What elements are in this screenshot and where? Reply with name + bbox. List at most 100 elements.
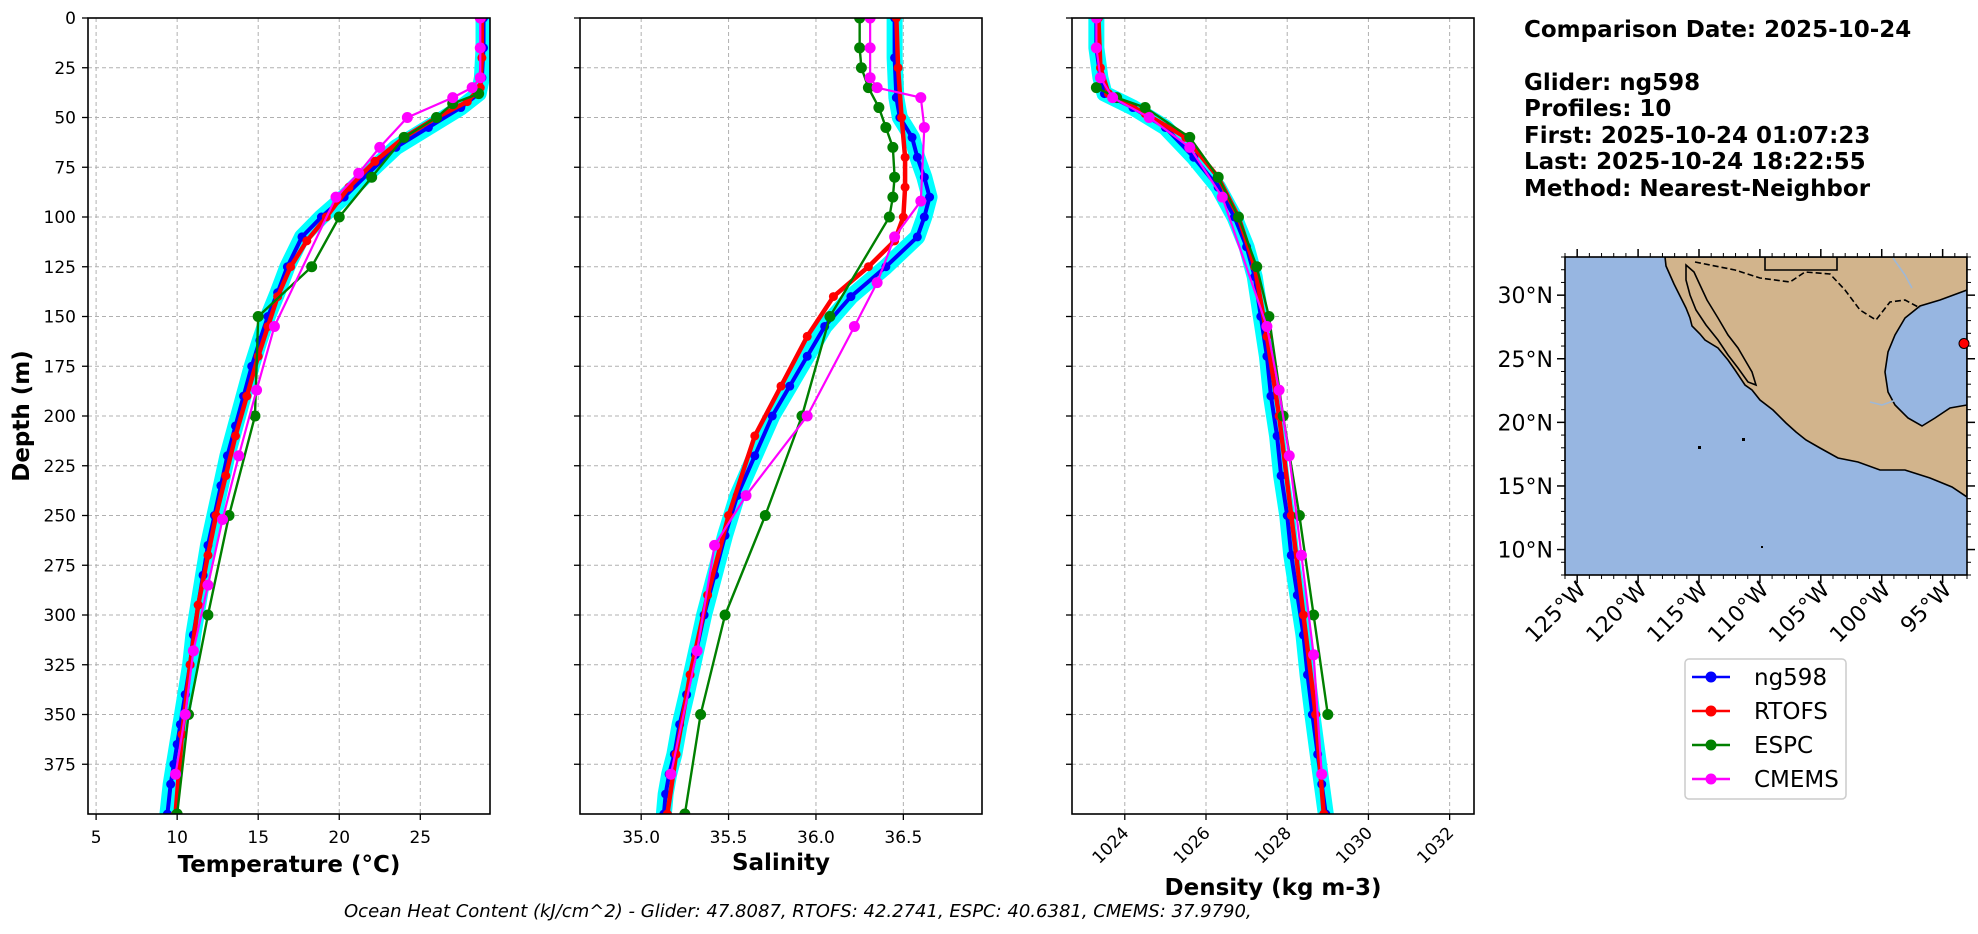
ocean-heat-content-caption: Ocean Heat Content (kJ/cm^2) - Glider: 4… [344, 901, 1252, 922]
cmems-point [474, 72, 486, 84]
y-tick-label: 175 [44, 357, 76, 377]
cmems-point [179, 709, 191, 720]
density-axis-label: Density (kg m-3) [1165, 875, 1382, 901]
espc-point [695, 709, 707, 720]
cmems-point [474, 18, 486, 24]
espc-point [202, 609, 214, 621]
last-time: Last: 2025-10-24 18:22:55 [1524, 149, 1866, 175]
legend-item-espc: ESPC [1692, 733, 1813, 759]
density-panel: 1024 1026 1028 1030 1032 [1066, 17, 1475, 868]
map-state-line [1764, 257, 1838, 271]
cmems-point [251, 384, 263, 396]
cmems-point [1316, 768, 1328, 780]
rtofs-point [1286, 511, 1296, 520]
y-tick-label: 350 [44, 706, 76, 726]
espc-point [171, 808, 183, 814]
cmems-point [202, 579, 214, 591]
plot-frame [1071, 17, 1475, 815]
cmems-point [1184, 141, 1196, 153]
rtofs-point [776, 381, 786, 391]
ng598-point [750, 451, 760, 461]
rtofs-point [370, 156, 380, 166]
map-lon-label: 120°W [1582, 577, 1653, 648]
legend-label: CMEMS [1754, 767, 1839, 793]
profile-count: Profiles: 10 [1524, 96, 1671, 122]
ng598-point [166, 779, 176, 789]
y-tick-label: 200 [44, 407, 76, 427]
rtofs-point [893, 63, 903, 73]
espc-point [854, 18, 866, 24]
espc-point [759, 510, 771, 521]
espc-point [873, 102, 885, 114]
cmems-point [864, 72, 876, 84]
ng598-point [785, 381, 795, 391]
y-tick-label: 225 [44, 457, 76, 477]
y-tick-label: 25 [54, 59, 76, 79]
map-lon-label: 115°W [1643, 577, 1714, 648]
x-tick-label: 36.5 [884, 828, 922, 848]
cmems-point [871, 82, 883, 94]
legend-frame [1684, 658, 1847, 800]
cmems-point [330, 191, 342, 203]
espc-point [1139, 102, 1151, 114]
x-tick-label: 35.0 [622, 828, 660, 848]
cmems-series [665, 18, 930, 780]
x-tick-label: 5 [91, 828, 102, 848]
y-tick-label: 250 [44, 507, 76, 527]
cmems-point [353, 167, 365, 179]
cmems-point [374, 141, 386, 153]
ng598-point [1276, 471, 1286, 481]
cmems-point [1308, 649, 1320, 661]
x-tick-label: 15 [247, 828, 269, 848]
rtofs-point [203, 550, 213, 560]
plot-frame [87, 17, 491, 815]
ng598-point [1266, 391, 1276, 401]
ng598-point [925, 192, 935, 202]
map-dot-1 [1698, 446, 1701, 449]
rtofs-point [302, 236, 312, 246]
legend-marker-icon [1705, 773, 1717, 785]
ng598-point [846, 292, 856, 302]
rtofs-point [900, 182, 910, 192]
espc-point [854, 42, 866, 54]
espc-point [1251, 261, 1263, 273]
cmems-point [709, 539, 721, 551]
temperature-panel: 5 10 15 20 250255075100125150175200225250275… [44, 9, 491, 848]
y-tick-label: 150 [44, 308, 76, 328]
x-tick-label: 25 [409, 828, 431, 848]
series-group [159, 18, 490, 814]
espc-point [366, 171, 378, 183]
cmems-point [889, 231, 901, 243]
series-group [1088, 18, 1334, 814]
map-lat-label: 10°N [1498, 539, 1553, 564]
cmems-point [1216, 191, 1228, 203]
rtofs-point [286, 262, 296, 272]
espc-point [883, 211, 895, 223]
cmems-point [401, 112, 413, 123]
rtofs-point [898, 212, 908, 222]
y-tick-label: 275 [44, 556, 76, 576]
cmems-point [871, 277, 883, 289]
grid [88, 17, 490, 814]
ng598-point [1286, 550, 1296, 560]
legend-item-cmems: CMEMS [1692, 767, 1839, 793]
legend: ng598 RTOFS ESPC CMEMS [1684, 658, 1847, 800]
cmems-point [801, 410, 813, 422]
map-lon-label: 95°W [1896, 577, 1957, 638]
rtofs-point [900, 152, 910, 162]
cmems-point [1273, 384, 1285, 396]
rtofs-point [221, 471, 231, 481]
cmems-point [864, 42, 876, 54]
espc-point [719, 609, 731, 621]
cmems-point [1094, 72, 1106, 84]
rtofs-point [193, 600, 203, 610]
espc-point [398, 131, 410, 143]
map-lat-label: 15°N [1498, 475, 1553, 500]
cmems-point [1261, 320, 1273, 332]
rtofs-point [1298, 610, 1308, 620]
temperature-axis-label: Temperature (°C) [178, 852, 401, 878]
ng598-point [912, 152, 922, 162]
cmems-series [1090, 18, 1328, 780]
map-lon-label: 125°W [1521, 577, 1592, 648]
espc-point [887, 141, 899, 153]
